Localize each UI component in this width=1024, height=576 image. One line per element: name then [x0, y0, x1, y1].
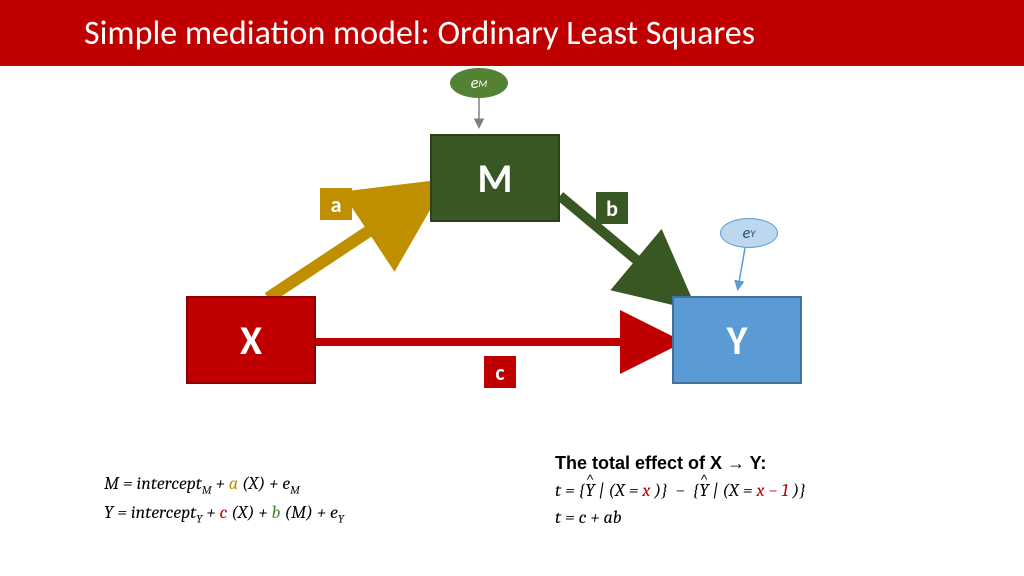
path-label-a: a	[320, 188, 352, 220]
arrow-ey	[738, 248, 745, 288]
path-label-c: c	[484, 356, 516, 388]
mediation-diagram: X M Y a b c eM eY	[0, 66, 1024, 426]
regression-equations: M = interceptM + a (X) + eM Y = intercep…	[104, 470, 344, 527]
title-bar: Simple mediation model: Ordinary Least S…	[0, 0, 1024, 66]
total-effect: The total effect of X → Y: t = {Y | (X =…	[555, 450, 806, 531]
page-title: Simple mediation model: Ordinary Least S…	[84, 13, 755, 54]
equation-y: Y = interceptY + c (X) + b (M) + eY	[104, 499, 344, 528]
total-effect-eq2: t = c + ab	[555, 504, 806, 531]
error-em: eM	[450, 68, 508, 98]
equation-m: M = interceptM + a (X) + eM	[104, 470, 344, 499]
total-effect-eq1: t = {Y | (X = x )} − {Y | (X = x − 1 )}	[555, 477, 806, 504]
node-m: M	[430, 134, 560, 222]
path-label-b: b	[596, 192, 628, 224]
node-x: X	[186, 296, 316, 384]
node-y: Y	[672, 296, 802, 384]
error-ey: eY	[720, 218, 778, 248]
